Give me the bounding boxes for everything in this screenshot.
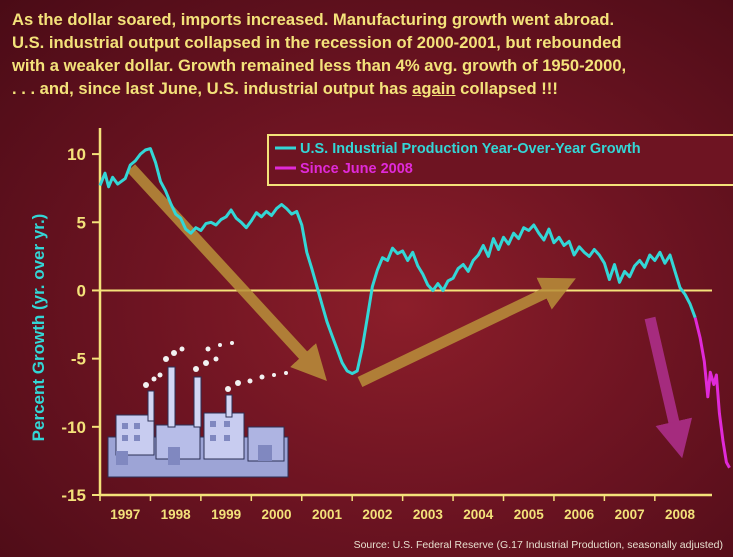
x-tick-label: 1997	[110, 507, 140, 522]
heading-line-3: with a weaker dollar. Growth remained le…	[12, 56, 627, 75]
heading-line-4: . . . and, since last June, U.S. industr…	[12, 77, 727, 100]
heading-line-2: U.S. industrial output collapsed in the …	[12, 33, 622, 52]
trend-arrows	[126, 164, 693, 459]
axes-layer: 10 5 0 -5 -10 -15 1997 1998 1999 2000 2001 2002 2003…	[29, 128, 712, 522]
factory-illustration	[107, 341, 289, 478]
x-tick-label: 2001	[312, 507, 343, 522]
y-tick-label: 10	[67, 145, 86, 164]
y-tick-label: 0	[77, 281, 86, 300]
series-recent-line	[693, 317, 731, 469]
series-layer: !	[98, 147, 731, 469]
x-tick-label: 2002	[362, 507, 392, 522]
y-axis-label: Percent Growth (yr. over yr.)	[29, 214, 48, 442]
heading-line-1: As the dollar soared, imports increased.…	[12, 10, 615, 29]
x-tick-label: 2000	[262, 507, 292, 522]
x-tick-label: 2007	[615, 507, 645, 522]
legend-label: U.S. Industrial Production Year-Over-Yea…	[300, 141, 641, 157]
x-tick-label: 2006	[564, 507, 595, 522]
y-tick-label: 5	[77, 213, 86, 232]
heading-line-4-end: collapsed !!!	[455, 79, 558, 98]
x-tick-label: 1998	[161, 507, 192, 522]
legend-box	[267, 134, 733, 186]
slide-heading: As the dollar soared, imports increased.…	[12, 8, 727, 100]
trend-arrow	[357, 277, 576, 387]
heading-emphasis: again	[412, 79, 456, 98]
trend-arrow	[126, 164, 327, 381]
x-tick-label: 2005	[514, 507, 545, 522]
decline-arrow	[644, 316, 693, 459]
x-tick-label: 2004	[463, 507, 494, 522]
x-tick-label: 1999	[211, 507, 241, 522]
y-tick-label: -15	[61, 486, 86, 505]
x-tick-label: 2003	[413, 507, 444, 522]
y-tick-label: -10	[61, 418, 86, 437]
x-tick-label: 2008	[665, 507, 696, 522]
y-tick-label: -5	[71, 350, 86, 369]
series-main-line	[98, 147, 697, 376]
heading-line-4-start: . . . and, since last June, U.S. industr…	[12, 79, 413, 98]
source-note: Source: U.S. Federal Reserve (G.17 Indus…	[353, 539, 723, 551]
legend: U.S. Industrial Production Year-Over-Yea…	[267, 134, 733, 186]
legend-label: Since June 2008	[300, 161, 413, 177]
